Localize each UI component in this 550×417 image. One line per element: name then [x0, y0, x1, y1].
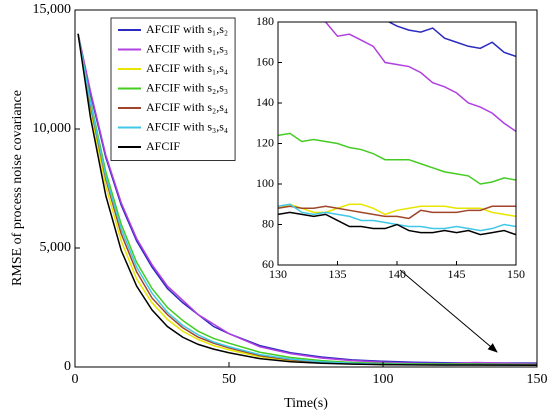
x-axis-label: Time(s) [284, 396, 328, 411]
legend-label: AFCIF with s₂,s₄ [146, 100, 228, 114]
legend-label: AFCIF with s₂,s₃ [146, 80, 228, 94]
x-tick-label: 150 [527, 372, 548, 387]
legend-label: AFCIF [146, 139, 180, 153]
axes-frame [74, 9, 538, 368]
zoom-arrow [399, 269, 498, 353]
series-line [278, 203, 516, 218]
legend-label: AFCIF with s₃,s₄ [146, 119, 228, 133]
axes-frame [277, 21, 517, 266]
series-group [77, 33, 537, 366]
y-tick-label: 5,000 [40, 240, 72, 255]
x-tick-label: 145 [448, 267, 466, 281]
series-line [387, 22, 516, 58]
series-line [323, 22, 516, 132]
x-tick-label: 140 [388, 267, 406, 281]
y-tick-label: 0 [64, 359, 71, 374]
y-tick-label: 80 [262, 216, 274, 230]
x-tick-label: 135 [329, 267, 347, 281]
legend-label: AFCIF with s₁,s₃ [146, 41, 228, 55]
y-tick-label: 10,000 [33, 121, 72, 136]
series-line [278, 211, 516, 236]
x-tick-label: 130 [269, 267, 287, 281]
y-tick-label: 140 [256, 95, 274, 109]
series-line [77, 33, 537, 366]
legend: AFCIF with s₁,s₂ AFCIF with s₁,s₃ AFCIF wi… [110, 17, 236, 161]
y-tick-label: 100 [256, 176, 274, 190]
series-line [278, 132, 516, 185]
x-tick-label: 150 [507, 267, 525, 281]
series-group [278, 22, 516, 236]
y-tick-label: 60 [262, 257, 274, 271]
series-line [77, 33, 537, 366]
x-tick-label: 50 [222, 372, 236, 387]
y-axis-label: RMSE of process noise covariance [10, 90, 25, 286]
legend-label: AFCIF with s₁,s₂ [146, 22, 228, 36]
legend-label: AFCIF with s₁,s₄ [146, 61, 228, 75]
y-tick-label: 180 [256, 14, 274, 28]
y-tick-label: 160 [256, 54, 274, 68]
series-line [278, 205, 516, 220]
x-tick-label: 0 [72, 372, 79, 387]
plot-area [278, 22, 516, 265]
x-tick-label: 100 [373, 372, 394, 387]
y-tick-label: 15,000 [33, 2, 72, 17]
y-tick-label: 120 [256, 135, 274, 149]
